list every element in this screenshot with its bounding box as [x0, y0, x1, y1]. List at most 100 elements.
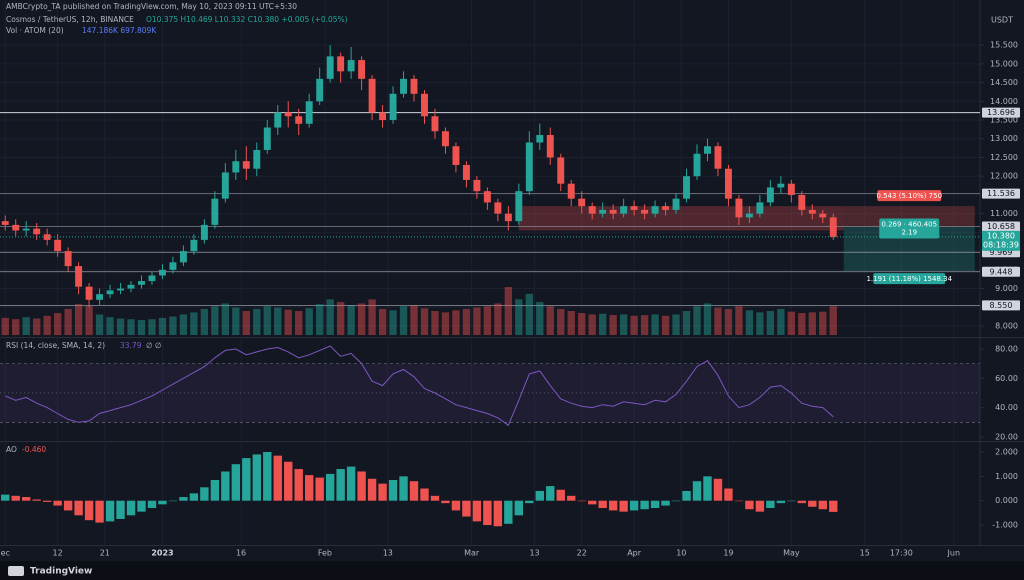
volume-bar [221, 303, 230, 335]
ao-bar [305, 475, 314, 501]
x-tick-label: May [783, 549, 800, 558]
publish-note: AMBCrypto_TA published on TradingView.co… [6, 2, 297, 11]
candle-body [117, 288, 124, 291]
candle-body [494, 202, 502, 214]
y-tick-label: 15.500 [990, 41, 1018, 50]
level-tag [982, 188, 1020, 199]
candle-body [284, 112, 292, 117]
candle-body [33, 228, 41, 235]
y-tick-label: 14.000 [990, 97, 1018, 106]
volume-bar [284, 309, 292, 335]
volume-bar [347, 305, 355, 335]
volume-bar [483, 306, 492, 335]
candle-body [169, 262, 177, 270]
ao-bar [158, 500, 167, 505]
candle-body [620, 206, 628, 214]
volume-bar [703, 303, 712, 335]
candle-body [179, 251, 187, 263]
candle-body [232, 161, 240, 173]
ao-bar [11, 495, 20, 501]
volume-bar [462, 308, 471, 335]
candle-body [452, 146, 460, 165]
volume-bar [95, 314, 104, 335]
volume-bar [33, 318, 41, 335]
x-tick-label: Feb [318, 549, 332, 558]
volume-bar [819, 311, 827, 335]
volume-bar [515, 299, 523, 335]
ao-bar [388, 480, 398, 501]
candle-body [756, 202, 764, 214]
volume-bar [557, 308, 565, 335]
x-tick-label: 10 [676, 549, 686, 558]
entry-label: 0.269 · 460.405 [881, 220, 937, 228]
candle-body [1, 221, 9, 225]
ao-bar [692, 481, 702, 501]
ao-bar [284, 461, 293, 501]
candle-body [22, 228, 30, 231]
volume-bar [295, 311, 303, 335]
ao-bar [483, 500, 492, 526]
stop-tag [877, 190, 942, 202]
ao-bar [535, 490, 544, 501]
candle-body [567, 183, 575, 199]
volume-bar [525, 293, 533, 335]
ao-bar [525, 500, 534, 504]
ao-bar [430, 495, 440, 501]
ao-bar [451, 500, 461, 511]
y-tick-label: 80.00 [995, 344, 1018, 353]
x-tick-label: 22 [577, 549, 587, 558]
x-tick-label: 17:30 [890, 549, 913, 558]
y-tick-label: 8.000 [995, 322, 1018, 331]
candle-body [148, 275, 156, 282]
candle-body [557, 157, 565, 184]
x-tick-label: ec [1, 549, 10, 558]
ao-bar [818, 500, 827, 510]
x-tick-label: Mar [464, 549, 480, 558]
ao-bar [493, 500, 503, 527]
candle-body [704, 146, 711, 154]
candle-body [389, 93, 397, 121]
ao-bar [472, 500, 482, 522]
entry-tag [879, 218, 940, 239]
level-tag [982, 221, 1020, 232]
volume-bar [410, 305, 418, 335]
ao-bar [84, 500, 94, 521]
x-tick-label: 13 [529, 549, 539, 558]
x-tick-label: 12 [53, 549, 63, 558]
candle-body [43, 234, 51, 240]
volume-bar [630, 315, 638, 335]
candle-body [64, 251, 72, 267]
candle-body [305, 101, 313, 124]
ao-bar [829, 500, 838, 512]
y-tick-label: 14.500 [990, 78, 1018, 87]
ao-bar [336, 469, 345, 501]
y-tick-label: 13.500 [990, 116, 1018, 125]
position-stop [843, 206, 975, 227]
y-tick-label: 60.00 [995, 374, 1018, 383]
ao-bar [1, 494, 10, 501]
ao-bar [22, 497, 31, 501]
volume-bar [798, 313, 806, 335]
ao-bar [797, 500, 807, 504]
ao-bar [357, 471, 366, 501]
volume-bar [546, 306, 554, 335]
ao-bar [399, 476, 408, 501]
rsi-title: RSI (14, close, SMA, 14, 2) [6, 341, 105, 350]
x-tick-label: Apr [627, 549, 642, 558]
ao-bar [263, 452, 272, 501]
level-label: 11.536 [987, 189, 1015, 198]
y-tick-label: 12.500 [990, 153, 1018, 162]
volume-bar [536, 302, 544, 335]
volume-bar [588, 314, 596, 335]
footer-bar [0, 561, 1024, 580]
candle-body [127, 284, 135, 289]
x-tick-label: 2023 [151, 549, 173, 558]
ao-bar [745, 500, 754, 510]
candle-body [379, 112, 387, 121]
y-tick-label: 0.000 [995, 496, 1018, 505]
volume-bar [787, 311, 796, 335]
volume-bar [43, 315, 51, 335]
candle-body [211, 198, 219, 225]
